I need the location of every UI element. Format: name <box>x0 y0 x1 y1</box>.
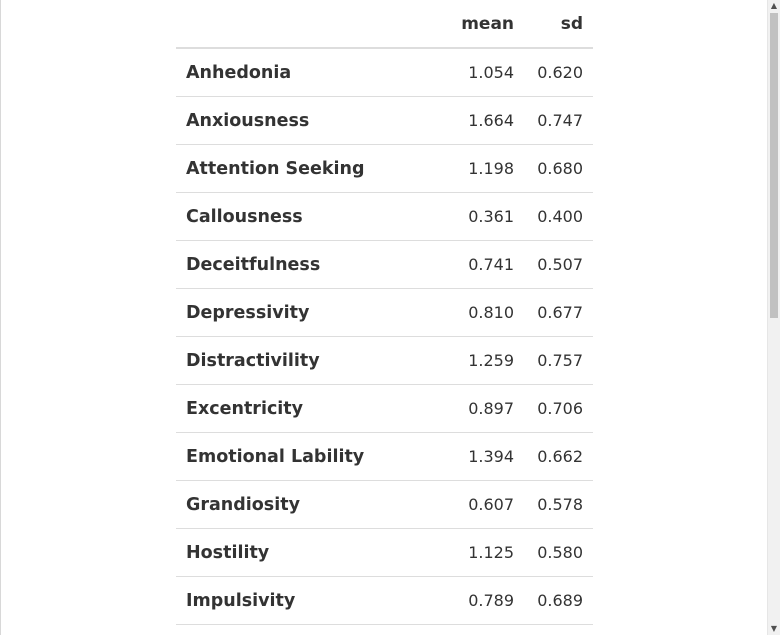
row-sd: 0.706 <box>524 384 593 433</box>
row-sd: 0.578 <box>524 480 593 529</box>
table-row: Emotional Lability 1.394 0.662 <box>176 432 593 481</box>
table-row: Attention Seeking 1.198 0.680 <box>176 144 593 193</box>
vertical-scrollbar[interactable]: ▲ ▼ <box>767 0 780 635</box>
row-name: Grandiosity <box>176 480 452 529</box>
row-sd: 0.680 <box>524 144 593 193</box>
row-name: Impulsivity <box>176 576 452 625</box>
header-sd: sd <box>524 0 593 49</box>
row-mean: 0.607 <box>451 480 525 529</box>
row-mean: 1.198 <box>451 144 525 193</box>
row-mean: 1.054 <box>451 48 525 97</box>
row-sd: 0.747 <box>524 96 593 145</box>
table-row: Anxiousness 1.664 0.747 <box>176 96 593 145</box>
row-name: Deceitfulness <box>176 240 452 289</box>
row-sd: 0.400 <box>524 192 593 241</box>
table-row: Callousness 0.361 0.400 <box>176 192 593 241</box>
row-name: Callousness <box>176 192 452 241</box>
table-row: Depressivity 0.810 0.677 <box>176 288 593 337</box>
triangle-up-icon[interactable]: ▲ <box>770 1 778 10</box>
table-header-row: mean sd <box>176 0 593 49</box>
table-row: Impulsivity 0.789 0.689 <box>176 576 593 625</box>
table-row: Excentricity 0.897 0.706 <box>176 384 593 433</box>
row-mean: 0.810 <box>451 288 525 337</box>
row-name: Excentricity <box>176 384 452 433</box>
row-mean: 1.664 <box>451 96 525 145</box>
summary-stats-table: mean sd Anhedonia 1.054 0.620 Anxiousnes… <box>176 0 593 625</box>
row-sd: 0.662 <box>524 432 593 481</box>
row-name: Attention Seeking <box>176 144 452 193</box>
row-mean: 0.897 <box>451 384 525 433</box>
table-row: Deceitfulness 0.741 0.507 <box>176 240 593 289</box>
row-mean: 1.259 <box>451 336 525 385</box>
row-name: Emotional Lability <box>176 432 452 481</box>
row-sd: 0.677 <box>524 288 593 337</box>
row-name: Depressivity <box>176 288 452 337</box>
row-sd: 0.507 <box>524 240 593 289</box>
triangle-down-icon[interactable]: ▼ <box>770 624 778 633</box>
header-mean: mean <box>451 0 525 49</box>
row-name: Anxiousness <box>176 96 452 145</box>
table-row: Hostility 1.125 0.580 <box>176 528 593 577</box>
row-mean: 0.741 <box>451 240 525 289</box>
row-name: Anhedonia <box>176 48 452 97</box>
row-name: Distractivility <box>176 336 452 385</box>
row-sd: 0.757 <box>524 336 593 385</box>
row-mean: 1.125 <box>451 528 525 577</box>
header-rowname <box>176 0 452 49</box>
table-row: Anhedonia 1.054 0.620 <box>176 48 593 97</box>
row-name: Hostility <box>176 528 452 577</box>
row-sd: 0.689 <box>524 576 593 625</box>
table-row: Distractivility 1.259 0.757 <box>176 336 593 385</box>
row-mean: 0.789 <box>451 576 525 625</box>
row-sd: 0.620 <box>524 48 593 97</box>
row-sd: 0.580 <box>524 528 593 577</box>
table-row: Grandiosity 0.607 0.578 <box>176 480 593 529</box>
row-mean: 0.361 <box>451 192 525 241</box>
scrollbar-thumb[interactable] <box>770 13 778 318</box>
row-mean: 1.394 <box>451 432 525 481</box>
